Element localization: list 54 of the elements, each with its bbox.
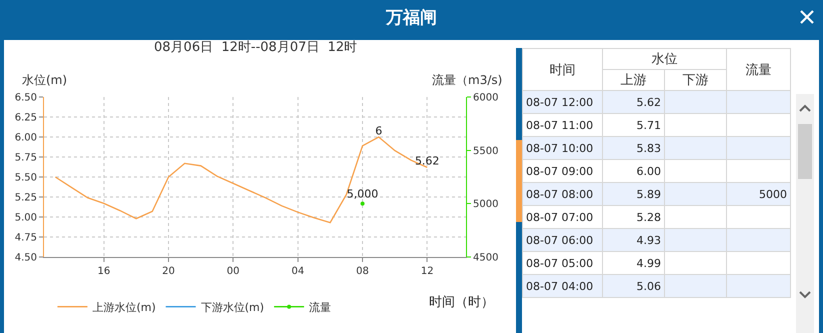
data-label: 4.99	[602, 252, 664, 274]
text: 时间	[522, 48, 602, 90]
data-label: 5.89	[602, 182, 664, 206]
y-tick-label: 4.50	[14, 252, 37, 264]
chart-subtitle: 08月06日 12时--08月07日 12时	[154, 40, 358, 55]
category-label: 08-07 05:00	[522, 252, 602, 274]
category-label: 08-07 12:00	[522, 90, 602, 114]
legend-label: 下游水位(m)	[200, 300, 264, 314]
y-tick-label: 5.75	[14, 152, 37, 164]
x-axis-title: 时间（时）	[429, 295, 494, 310]
y-tick-label: 6.50	[14, 92, 37, 104]
data-label: 5.06	[602, 274, 664, 298]
y-tick-label: 5.25	[14, 192, 37, 204]
data-label: 5.62	[414, 154, 440, 168]
category-label: 08-07 08:00	[522, 182, 602, 206]
text: 流量	[726, 48, 790, 90]
y2-tick-label: 6000	[473, 92, 498, 104]
category-label: 08-07 10:00	[522, 136, 602, 160]
data-label: 4.93	[602, 228, 664, 252]
data-label: 5.28	[602, 206, 664, 228]
x-tick-label: 16	[97, 266, 110, 277]
legend-label: 下游	[664, 70, 726, 90]
y-tick-label: 6.00	[14, 132, 37, 144]
y-axis-title: 水位(m)	[22, 73, 68, 87]
y-tick-label: 4.75	[14, 232, 37, 244]
data-label: 5,000	[346, 187, 378, 200]
y-tick-label: 6.25	[14, 112, 37, 124]
category-label: 08-07 07:00	[522, 206, 602, 228]
x-tick-label: 20	[162, 266, 175, 277]
x-tick-label: 08	[356, 266, 369, 277]
y2-tick-label: 5500	[473, 146, 498, 157]
category-label: 08-07 11:00	[522, 114, 602, 136]
y-tick-label: 5.00	[14, 212, 37, 224]
x-tick-label: 00	[226, 266, 240, 277]
data-label: 5000	[726, 182, 790, 206]
legend-label: 上游水位(m)	[92, 300, 156, 314]
category-label: 08-07 09:00	[522, 160, 602, 182]
y2-tick-label: 5000	[473, 199, 498, 210]
y2-tick-label: 4500	[473, 252, 498, 264]
data-label: 5.71	[602, 114, 664, 136]
x-tick-label: 12	[420, 266, 434, 277]
y2-axis-title: 流量（m3/s)	[432, 73, 502, 87]
legend-label: 流量	[309, 300, 332, 314]
category-label: 08-07 04:00	[522, 274, 602, 298]
data-label: 5.83	[602, 136, 664, 160]
data-label: 6	[375, 124, 382, 138]
y-tick-label: 5.50	[14, 172, 37, 184]
x-tick-label: 04	[291, 266, 304, 277]
series-label: 上游	[602, 70, 664, 90]
text: 水位	[602, 48, 726, 70]
chart-title: 万福闸	[384, 7, 438, 30]
data-label: 5.62	[602, 90, 664, 114]
data-label: 6.00	[602, 160, 664, 182]
category-label: 08-07 06:00	[522, 228, 602, 252]
